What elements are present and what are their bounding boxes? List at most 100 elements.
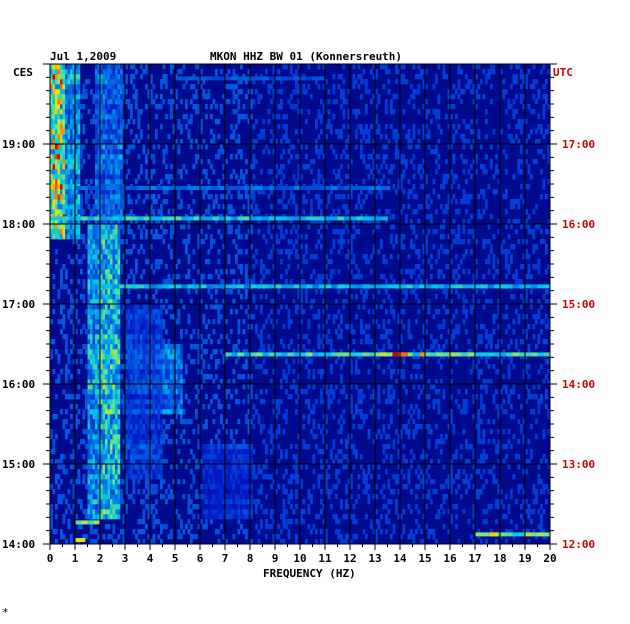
spectral-cell bbox=[305, 199, 308, 205]
spectral-cell bbox=[482, 409, 486, 415]
spectral-cell bbox=[117, 299, 121, 305]
spectral-cell bbox=[115, 289, 118, 295]
spectral-cell bbox=[410, 464, 413, 470]
spectral-cell bbox=[492, 439, 496, 445]
spectral-cell bbox=[107, 384, 111, 390]
spectral-cell bbox=[492, 274, 496, 280]
spectral-cell bbox=[430, 274, 433, 280]
spectral-cell bbox=[270, 189, 273, 195]
spectral-cell bbox=[402, 409, 406, 415]
spectral-cell bbox=[97, 339, 101, 345]
spectral-cell bbox=[112, 439, 116, 445]
spectral-cell bbox=[457, 224, 461, 230]
spectral-cell bbox=[175, 509, 178, 515]
spectral-cell bbox=[475, 269, 478, 275]
spectral-cell bbox=[72, 329, 76, 335]
spectral-cell bbox=[340, 449, 343, 455]
spectral-cell bbox=[375, 344, 378, 350]
spectral-cell bbox=[90, 189, 93, 195]
spectral-cell bbox=[75, 234, 78, 240]
spectral-cell bbox=[380, 349, 383, 355]
spectral-cell bbox=[510, 244, 513, 250]
spectral-cell bbox=[140, 519, 143, 525]
spectral-cell bbox=[90, 299, 93, 305]
spectral-cell bbox=[260, 344, 263, 350]
spectral-cell bbox=[327, 474, 331, 480]
spectral-cell bbox=[157, 194, 161, 200]
spectral-cell bbox=[105, 434, 108, 440]
spectral-cell bbox=[260, 389, 263, 395]
spectral-cell bbox=[57, 374, 61, 380]
spectral-cell bbox=[225, 334, 228, 340]
spectral-cell bbox=[517, 419, 521, 425]
spectral-cell bbox=[535, 489, 538, 495]
spectral-cell bbox=[410, 189, 413, 195]
spectral-cell bbox=[252, 314, 256, 320]
spectral-cell bbox=[367, 434, 371, 440]
spectral-cell bbox=[232, 499, 236, 505]
spectral-cell bbox=[100, 369, 103, 375]
spectral-cell bbox=[417, 424, 421, 430]
spectral-cell bbox=[285, 279, 288, 285]
spectral-cell bbox=[415, 209, 418, 215]
spectral-cell bbox=[100, 499, 103, 505]
spectral-cell bbox=[112, 279, 116, 285]
spectral-cell bbox=[197, 504, 201, 510]
spectral-cell bbox=[142, 339, 146, 345]
spectral-cell bbox=[332, 389, 336, 395]
spectral-cell bbox=[395, 429, 398, 435]
spectral-cell bbox=[510, 259, 513, 265]
spectral-cell bbox=[180, 409, 183, 415]
spectral-cell bbox=[397, 474, 401, 480]
spectral-cell bbox=[455, 514, 458, 520]
spectral-cell bbox=[450, 414, 453, 420]
spectral-cell bbox=[207, 464, 211, 470]
spectral-cell bbox=[102, 514, 106, 520]
spectral-cell bbox=[115, 344, 118, 350]
spectral-cell bbox=[72, 304, 76, 310]
spectral-cell bbox=[90, 389, 93, 395]
spectral-cell bbox=[155, 309, 158, 315]
spectral-cell bbox=[152, 349, 156, 355]
spectral-cell bbox=[220, 404, 223, 410]
spectral-cell bbox=[147, 384, 151, 390]
spectral-cell bbox=[370, 409, 373, 415]
spectral-cell bbox=[60, 529, 63, 535]
spectral-cell bbox=[72, 394, 76, 400]
spectral-cell bbox=[117, 514, 121, 520]
spectral-cell bbox=[82, 389, 86, 395]
spectral-cell bbox=[92, 364, 96, 370]
spectral-cell bbox=[507, 344, 511, 350]
spectral-cell bbox=[510, 404, 513, 410]
spectral-cell bbox=[52, 189, 56, 195]
spectral-cell bbox=[95, 329, 98, 335]
spectral-cell bbox=[535, 534, 538, 540]
spectral-cell bbox=[465, 329, 468, 335]
spectral-cell bbox=[542, 319, 546, 325]
spectral-cell bbox=[312, 424, 316, 430]
spectral-cell bbox=[217, 339, 221, 345]
spectral-cell bbox=[325, 334, 328, 340]
spectral-cell bbox=[170, 304, 173, 310]
spectral-cell bbox=[52, 194, 56, 200]
spectral-cell bbox=[147, 429, 151, 435]
spectral-cell bbox=[352, 424, 356, 430]
spectral-cell bbox=[150, 204, 153, 210]
spectral-cell bbox=[465, 309, 468, 315]
spectral-cell bbox=[297, 349, 301, 355]
spectral-cell bbox=[110, 469, 113, 475]
spectral-cell bbox=[157, 359, 161, 365]
spectral-cell bbox=[350, 364, 353, 370]
spectral-cell bbox=[405, 289, 408, 295]
spectral-cell bbox=[140, 464, 143, 470]
spectral-cell bbox=[377, 389, 381, 395]
spectral-cell bbox=[232, 349, 236, 355]
spectral-cell bbox=[315, 444, 318, 450]
spectral-cell bbox=[537, 259, 541, 265]
spectral-cell bbox=[197, 369, 201, 375]
spectral-cell bbox=[67, 489, 71, 495]
spectral-cell bbox=[442, 224, 446, 230]
spectral-cell bbox=[392, 524, 396, 530]
spectral-cell bbox=[142, 314, 146, 320]
spectral-cell bbox=[117, 419, 121, 425]
